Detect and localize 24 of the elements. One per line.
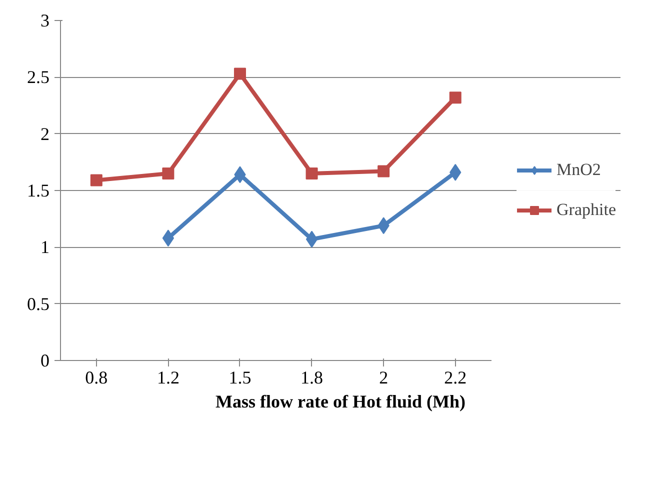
- y-tick-label: 0: [40, 350, 50, 370]
- y-tick-label: 2: [40, 124, 50, 144]
- point: [378, 165, 390, 178]
- x-tick-label: 1.2: [156, 368, 180, 388]
- point: [306, 168, 318, 180]
- point: [90, 174, 102, 186]
- point: [162, 230, 174, 247]
- x-tick-label: 1.5: [228, 368, 252, 388]
- y-tick-label: 2.5: [27, 67, 50, 88]
- x-tick-label: 0.8: [85, 368, 108, 388]
- point: [162, 168, 174, 180]
- x-tick-label: 2: [379, 368, 388, 388]
- y-tick-label: 3: [40, 10, 50, 30]
- y-tick-label: 1.5: [27, 180, 50, 200]
- x-axis-title: Mass flow rate of Hot fluid (Mh): [216, 392, 466, 412]
- y-tick-label: 0.5: [27, 294, 50, 314]
- point: [449, 92, 462, 104]
- legend-label: MnO2: [556, 160, 601, 180]
- x-tick-label: 1.8: [300, 368, 324, 388]
- y-tick-label: 1: [40, 237, 50, 258]
- point: [234, 68, 246, 80]
- x-tick-label: 2.2: [444, 368, 467, 388]
- point: [306, 230, 318, 248]
- legend-label: Graphite: [556, 200, 616, 220]
